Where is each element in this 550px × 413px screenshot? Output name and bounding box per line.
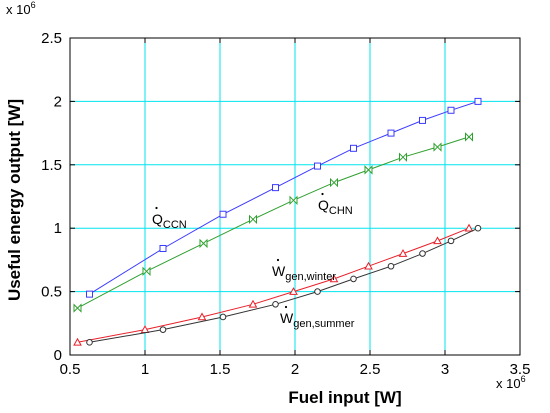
- data-point: [86, 339, 93, 346]
- x-tick-label: 0.5: [60, 361, 81, 378]
- data-point: [447, 106, 455, 114]
- series-label-qccn: QCCN: [152, 206, 187, 231]
- svg-text:Wgen,winter: Wgen,winter: [272, 263, 336, 283]
- data-point: [419, 250, 426, 257]
- svg-text:Wgen,summer: Wgen,summer: [280, 310, 355, 330]
- series-1: [73, 132, 473, 313]
- data-point: [249, 214, 257, 225]
- data-point: [474, 97, 482, 105]
- y-tick-label: 2: [54, 93, 62, 110]
- data-point: [159, 326, 167, 333]
- series-2: [73, 223, 474, 346]
- y-tick-label: 1: [54, 220, 62, 237]
- data-point: [433, 236, 442, 245]
- data-point: [272, 184, 279, 192]
- data-point: [314, 162, 321, 170]
- series-3: [86, 224, 482, 346]
- series-layer: [73, 97, 482, 346]
- data-point: [142, 266, 151, 277]
- data-point: [387, 129, 395, 137]
- data-point: [86, 290, 93, 298]
- x-tick-label: 2.5: [360, 361, 381, 378]
- series-label-qchn: QCHN: [318, 192, 353, 217]
- data-point: [447, 237, 455, 245]
- data-point: [399, 152, 407, 162]
- data-point: [219, 313, 227, 321]
- x-axis-label: Fuel input [W]: [288, 388, 401, 407]
- data-point: [272, 300, 279, 308]
- data-point: [219, 210, 227, 218]
- series-label-wgen-winter: Wgen,winter: [272, 258, 336, 283]
- x-axis-multiplier: x 106: [496, 374, 526, 391]
- data-point: [197, 312, 207, 321]
- series-line: [77, 136, 470, 309]
- grid: [70, 38, 520, 355]
- y-tick-label: 1.5: [41, 157, 62, 174]
- data-point: [73, 303, 82, 313]
- data-point: [289, 287, 298, 295]
- series-line: [89, 227, 479, 343]
- x-tick-label: 1: [141, 361, 149, 378]
- series-line: [77, 227, 470, 343]
- y-axis-label: Useful energy output [W]: [5, 99, 24, 301]
- data-point: [364, 165, 373, 175]
- data-point: [433, 142, 442, 152]
- x-tick-label: 3.5: [510, 361, 531, 378]
- y-axis-multiplier: x 106: [6, 0, 36, 17]
- data-point: [350, 144, 357, 152]
- series-line: [89, 100, 479, 295]
- y-tick-label: 0.5: [41, 284, 62, 301]
- data-point: [398, 249, 408, 257]
- x-tick-label: 1.5: [210, 361, 231, 378]
- data-point: [419, 116, 426, 124]
- data-point: [159, 244, 167, 252]
- x-tick-label: 2: [291, 361, 299, 378]
- series-label-wgen-summer: Wgen,summer: [280, 305, 355, 330]
- data-point: [289, 195, 298, 206]
- data-point: [464, 223, 474, 232]
- data-point: [329, 274, 339, 283]
- data-point: [73, 337, 82, 346]
- y-tick-label: 2.5: [41, 30, 62, 47]
- data-point: [465, 132, 473, 142]
- data-point: [314, 288, 321, 295]
- ticks: 0.5 1 1.5 2 2.5 3 3.500.511.522.5: [41, 30, 530, 378]
- svg-text:QCHN: QCHN: [318, 197, 353, 217]
- data-point: [350, 275, 357, 283]
- data-point: [364, 261, 373, 270]
- svg-text:QCCN: QCCN: [152, 211, 187, 231]
- data-point: [199, 238, 208, 249]
- y-tick-label: 0: [54, 347, 62, 364]
- series-0: [86, 97, 482, 298]
- data-point: [330, 177, 338, 188]
- data-point: [248, 299, 258, 308]
- data-point: [387, 262, 395, 270]
- data-point: [474, 224, 482, 232]
- x-tick-label: 3: [441, 361, 449, 378]
